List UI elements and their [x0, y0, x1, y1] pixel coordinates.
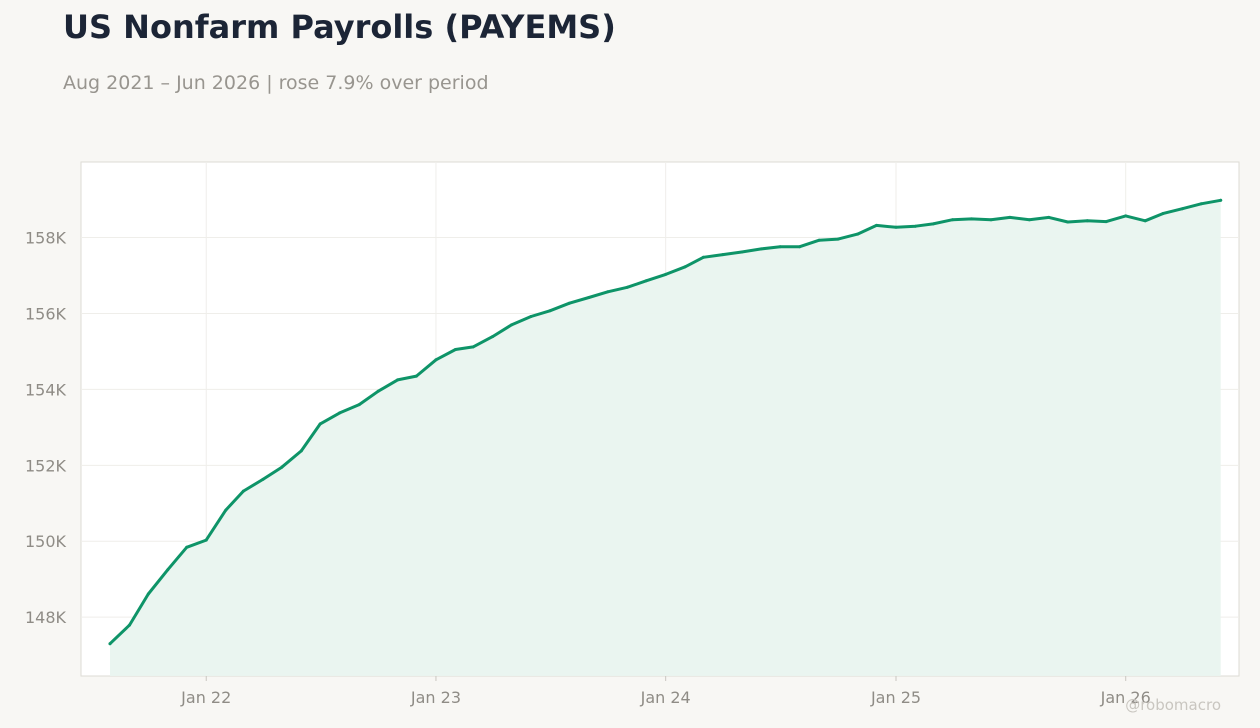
data-point: [224, 508, 228, 512]
data-point: [338, 411, 342, 415]
data-point: [491, 335, 495, 339]
data-point: [548, 309, 552, 313]
data-point: [434, 358, 438, 362]
data-point: [875, 223, 878, 227]
data-point: [318, 422, 322, 426]
data-point: [299, 449, 303, 453]
data-point: [1124, 214, 1128, 218]
data-point: [1104, 220, 1108, 224]
x-tick-label: Jan 26: [1100, 688, 1151, 707]
data-point: [625, 285, 629, 289]
data-point: [1027, 218, 1031, 222]
data-point: [471, 345, 475, 349]
data-point: [166, 568, 170, 572]
data-point: [1161, 212, 1165, 216]
data-point: [759, 247, 763, 251]
x-tick-label: Jan 24: [640, 688, 691, 707]
data-point: [454, 348, 457, 351]
x-tick-label: Jan 23: [410, 688, 461, 707]
data-point: [951, 218, 955, 222]
data-point: [510, 323, 513, 327]
series-area-fill: [110, 200, 1221, 677]
data-point: [701, 255, 705, 259]
data-point: [798, 245, 802, 249]
data-point: [241, 489, 245, 493]
data-point: [414, 374, 418, 378]
data-point: [1008, 215, 1012, 219]
data-point: [185, 545, 189, 549]
data-point: [1047, 215, 1051, 219]
series-points: [108, 198, 1223, 646]
data-point: [778, 245, 782, 249]
data-point: [1180, 207, 1184, 211]
data-point: [529, 315, 533, 318]
data-point: [146, 592, 150, 596]
data-point: [931, 222, 935, 226]
data-point: [894, 225, 898, 229]
data-point: [1219, 198, 1223, 202]
data-point: [817, 238, 821, 242]
y-tick-label: 152K: [25, 456, 67, 475]
data-point: [587, 296, 591, 299]
x-axis: Jan 22 Jan 23 Jan 24 Jan 25 Jan 26: [180, 676, 1151, 707]
x-tick-label: Jan 25: [870, 688, 921, 707]
data-point: [128, 623, 131, 627]
data-point: [1199, 202, 1203, 206]
data-point: [856, 232, 860, 236]
data-point: [683, 265, 687, 269]
data-point: [1143, 219, 1147, 223]
data-point: [1085, 219, 1089, 223]
chart-subtitle: Aug 2021 – Jun 2026 | rose 7.9% over per…: [63, 72, 489, 94]
data-point: [721, 253, 725, 257]
data-point: [108, 642, 112, 646]
data-point: [836, 237, 840, 241]
chart-title: US Nonfarm Payrolls (PAYEMS): [63, 8, 616, 46]
data-point: [261, 477, 265, 481]
data-point: [280, 465, 284, 469]
y-tick-label: 150K: [25, 532, 67, 551]
data-point: [664, 272, 668, 276]
watermark: @robomacro: [1125, 696, 1221, 714]
data-point: [1066, 220, 1070, 224]
y-tick-label: 154K: [25, 380, 67, 399]
y-axis: 148K 150K 152K 154K 156K 158K: [25, 229, 67, 628]
y-tick-label: 158K: [25, 229, 67, 248]
data-point: [644, 279, 648, 283]
data-point: [204, 538, 208, 542]
x-tick-label: Jan 22: [180, 688, 231, 707]
data-point: [606, 290, 610, 294]
data-point: [989, 218, 993, 222]
data-point: [740, 250, 744, 254]
data-point: [396, 378, 400, 382]
data-point: [357, 403, 361, 407]
y-tick-label: 148K: [25, 608, 67, 627]
data-point: [914, 224, 917, 228]
data-point: [970, 217, 973, 221]
data-point: [567, 301, 571, 305]
y-tick-label: 156K: [25, 304, 67, 323]
data-point: [376, 389, 380, 393]
